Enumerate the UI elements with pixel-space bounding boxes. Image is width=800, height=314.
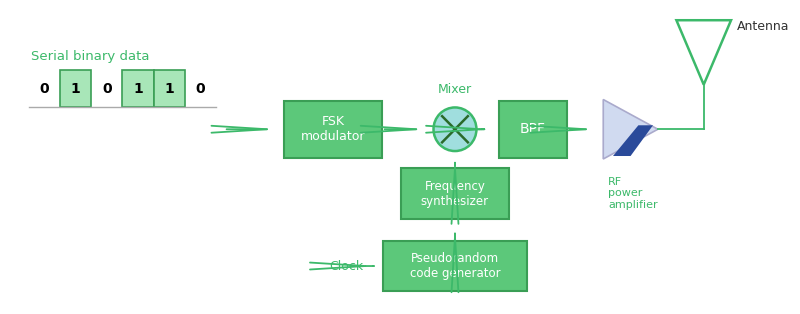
FancyBboxPatch shape [382,241,527,291]
FancyBboxPatch shape [402,168,509,219]
Text: Pseudorandom
code generator: Pseudorandom code generator [410,252,500,280]
Text: FSK
modulator: FSK modulator [301,115,366,143]
Text: 0: 0 [195,82,205,95]
FancyBboxPatch shape [284,100,382,158]
Text: Clock: Clock [329,260,363,273]
Text: 1: 1 [70,82,80,95]
Circle shape [434,107,477,151]
Text: BPF: BPF [520,122,546,136]
Text: 0: 0 [102,82,111,95]
Polygon shape [613,125,653,156]
Polygon shape [677,20,731,85]
FancyBboxPatch shape [60,70,91,107]
Text: Serial binary data: Serial binary data [30,50,149,63]
Polygon shape [603,100,658,159]
FancyBboxPatch shape [154,70,185,107]
FancyBboxPatch shape [122,70,154,107]
Text: 1: 1 [164,82,174,95]
FancyBboxPatch shape [499,100,567,158]
Text: Frequency
synthesizer: Frequency synthesizer [421,180,489,208]
Text: Antenna: Antenna [737,20,790,33]
Text: Mixer: Mixer [438,83,472,95]
Text: 1: 1 [133,82,143,95]
Text: 0: 0 [39,82,49,95]
Text: RF
power
amplifier: RF power amplifier [608,177,658,210]
